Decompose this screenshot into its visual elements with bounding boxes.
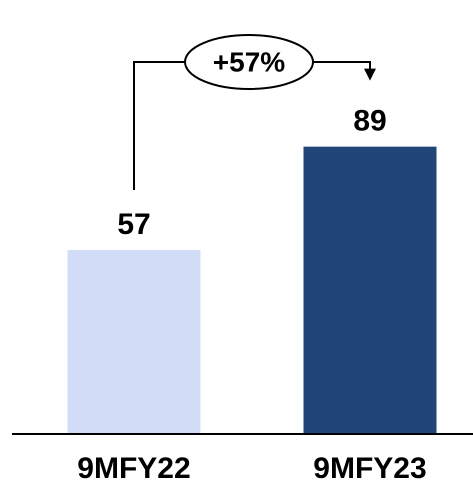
bars-group: [67, 146, 437, 434]
x-tick-label-9mfy22: 9MFY22: [77, 452, 190, 485]
bar-9mfy23: [303, 146, 437, 434]
data-label-9mfy23: 89: [353, 105, 386, 138]
value-labels-group: 57 89: [117, 105, 386, 241]
growth-arrowhead-icon: [364, 68, 376, 81]
category-labels-group: 9MFY22 9MFY23: [77, 452, 426, 485]
growth-ellipse: [184, 34, 314, 90]
x-tick-label-9mfy23: 9MFY23: [313, 452, 426, 485]
bar-9mfy22: [67, 249, 201, 434]
growth-label: +57%: [213, 47, 285, 78]
growth-annotation: +57%: [133, 34, 376, 190]
data-label-9mfy22: 57: [117, 208, 150, 241]
